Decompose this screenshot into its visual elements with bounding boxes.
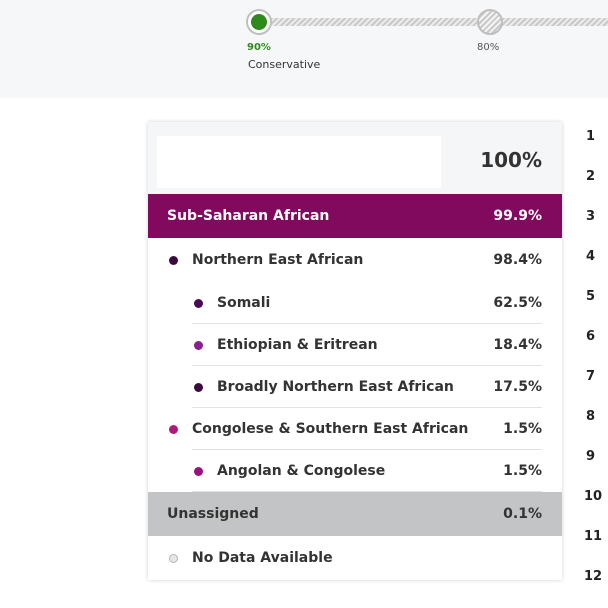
ancestry-breakdown-card: 100% Sub-Saharan African 99.9% Northern … [148,122,562,580]
population-row-northern-east-african[interactable]: Northern East African 98.4% [148,238,562,282]
total-percentage: 100% [480,148,542,172]
population-dot-icon [169,425,178,434]
population-label: Ethiopian & Eritrean [217,337,378,353]
population-label: Angolan & Congolese [217,463,386,479]
line-number: 12 [584,569,603,584]
line-number: 4 [586,249,596,264]
confidence-90-label: 90% [247,42,271,53]
population-row-congolese-southern-east-african[interactable]: Congolese & Southern East African 1.5% [148,408,562,450]
population-row-angolan-congolese[interactable]: Angolan & Congolese 1.5% [148,450,562,492]
line-number: 8 [586,409,596,424]
population-value: 17.5% [493,379,542,395]
region-value: 99.9% [493,208,542,224]
population-value: 98.4% [493,252,542,268]
confidence-caption: Conservative [248,58,321,71]
population-dot-icon [194,383,203,392]
line-number: 5 [586,289,596,304]
no-data-dot-icon [169,554,178,563]
population-label: Somali [217,295,271,311]
population-label: Broadly Northern East African [217,379,454,395]
population-row-somali[interactable]: Somali 62.5% [148,282,562,324]
population-label: Northern East African [192,252,364,268]
line-number: 9 [586,449,596,464]
unassigned-label: Unassigned [167,506,259,522]
population-value: 62.5% [493,295,542,311]
population-label: Congolese & Southern East African [192,421,469,437]
line-number: 6 [586,329,596,344]
population-value: 18.4% [493,337,542,353]
line-number: 11 [584,529,603,544]
confidence-slider-band: 90% 80% Conservative [0,0,608,98]
population-value: 1.5% [503,421,542,437]
population-dot-icon [169,256,178,265]
unassigned-value: 0.1% [503,506,542,522]
region-label: Sub-Saharan African [167,208,330,224]
confidence-80-label: 80% [477,42,500,53]
line-number: 7 [586,369,596,384]
line-number: 1 [586,129,596,144]
line-number: 3 [586,209,596,224]
population-dot-icon [194,299,203,308]
confidence-node-90[interactable] [246,9,272,35]
region-row-sub-saharan-african[interactable]: Sub-Saharan African 99.9% [148,194,562,238]
unassigned-row[interactable]: Unassigned 0.1% [148,492,562,536]
line-number: 2 [586,169,596,184]
card-header: 100% [148,122,562,194]
line-number: 10 [584,489,603,504]
population-row-broadly-northern-east-african[interactable]: Broadly Northern East African 17.5% [148,366,562,408]
confidence-node-80[interactable] [477,9,503,35]
no-data-row: No Data Available [148,536,562,580]
confidence-slider-track[interactable] [259,18,608,26]
header-blank-panel [157,136,441,188]
no-data-label: No Data Available [192,550,333,566]
population-value: 1.5% [503,463,542,479]
population-dot-icon [194,467,203,476]
population-dot-icon [194,341,203,350]
population-row-ethiopian-eritrean[interactable]: Ethiopian & Eritrean 18.4% [148,324,562,366]
